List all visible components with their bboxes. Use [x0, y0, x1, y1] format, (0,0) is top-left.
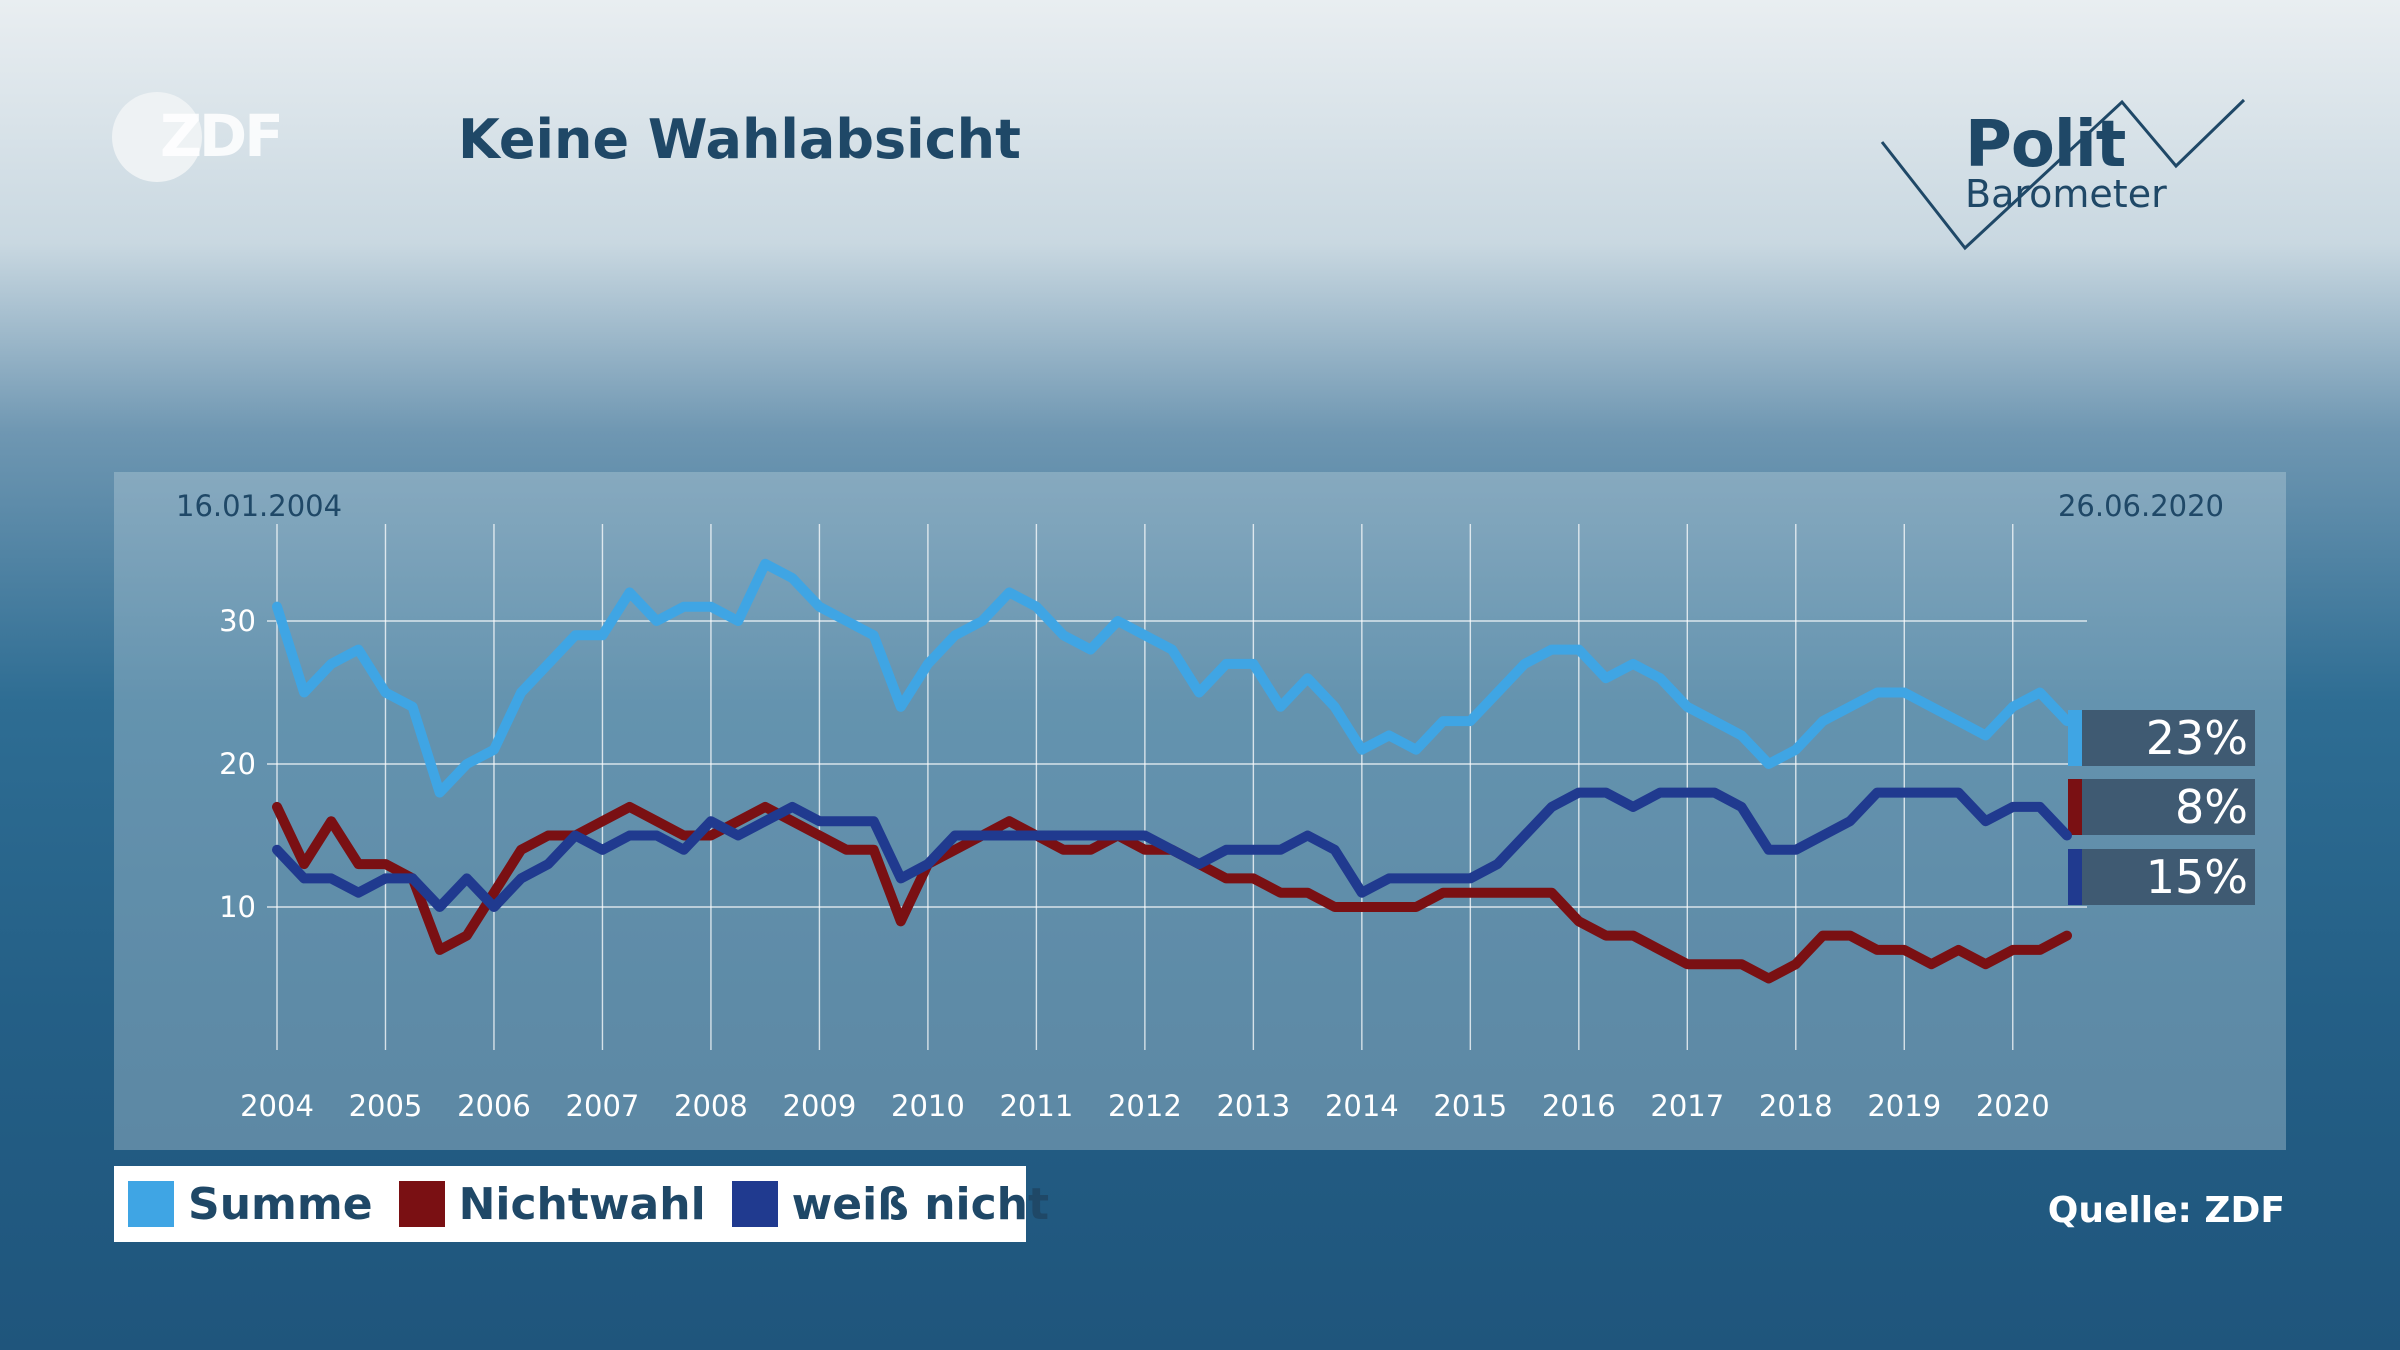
- end-label-marker: [2068, 779, 2082, 835]
- end-label-text: 23%: [2146, 711, 2248, 765]
- y-tick-label: 20: [219, 747, 256, 781]
- x-tick-label: 2016: [1542, 1089, 1616, 1123]
- x-tick-label: 2020: [1976, 1089, 2050, 1123]
- politbarometer-barometer-text: Barometer: [1965, 172, 2167, 216]
- end-label-box: [2082, 710, 2255, 766]
- start-date-label: 16.01.2004: [176, 489, 342, 523]
- end-value-label-weiss-nicht: 15%: [2068, 849, 2255, 905]
- legend-item-summe: Summe: [128, 1179, 373, 1230]
- line-chart: 2004 2005 2006 2007 2008 2009 2010 2011 2012 2013…: [176, 489, 2255, 1123]
- end-label-text: 15%: [2146, 850, 2248, 904]
- x-tick-label: 2009: [783, 1089, 857, 1123]
- politbarometer-zigzag-icon: [1880, 98, 2246, 251]
- x-tick-label: 2008: [674, 1089, 748, 1123]
- legend-label-nichtwahl: Nichtwahl: [458, 1178, 706, 1230]
- end-label-marker: [2068, 710, 2082, 766]
- x-tick-label: 2019: [1867, 1089, 1941, 1123]
- end-value-label-summe: 23%: [2068, 710, 2255, 766]
- chart-panel: 2004 2005 2006 2007 2008 2009 2010 2011 2012 2013…: [114, 472, 2286, 1150]
- zdf-logo: ZDF: [112, 88, 352, 184]
- x-tick-label: 2005: [349, 1089, 423, 1123]
- end-label-marker: [2068, 849, 2082, 905]
- legend-item-nichtwahl: Nichtwahl: [398, 1178, 706, 1230]
- legend-label-weiss-nicht: weiß nicht: [791, 1178, 1050, 1230]
- x-tick-label: 2010: [891, 1089, 965, 1123]
- legend-swatch-nichtwahl: [398, 1181, 445, 1227]
- x-tick-label: 2011: [999, 1089, 1073, 1123]
- legend-swatch-summe: [128, 1181, 174, 1227]
- x-tick-label: 2013: [1216, 1089, 1290, 1123]
- legend-item-weiss-nicht: weiß nicht: [731, 1178, 1050, 1230]
- x-tick-label: 2007: [566, 1089, 640, 1123]
- legend: Summe Nichtwahl weiß nicht: [114, 1166, 1049, 1242]
- zdf-logo-text: ZDF: [160, 102, 284, 170]
- x-tick-label: 2018: [1759, 1089, 1833, 1123]
- end-value-label-nichtwahl: 8%: [2068, 779, 2255, 835]
- x-tick-label: 2015: [1433, 1089, 1507, 1123]
- legend-swatch-weiss-nicht: [731, 1181, 778, 1227]
- source-note: Quelle: ZDF: [2047, 1190, 2285, 1231]
- x-tick-label: 2006: [457, 1089, 531, 1123]
- end-label-box: [2082, 779, 2255, 835]
- y-tick-label: 10: [219, 890, 256, 924]
- grid-lines: [267, 524, 2087, 1050]
- y-tick-label: 30: [219, 604, 256, 638]
- x-tick-label: 2004: [240, 1089, 314, 1123]
- zdf-logo-disc: [112, 92, 202, 182]
- series-line-nichtwahl: [272, 801, 2072, 984]
- series-line-summe: [272, 558, 2072, 798]
- x-tick-label: 2012: [1108, 1089, 1182, 1123]
- politbarometer-polit-text: Polit: [1965, 108, 2126, 182]
- end-label-text: 8%: [2175, 780, 2248, 834]
- end-label-box: [2082, 849, 2255, 905]
- politbarometer-logo: Polit Barometer: [1870, 90, 2250, 260]
- legend-label-summe: Summe: [188, 1178, 373, 1230]
- series-line-weiss-nicht: [272, 787, 2072, 912]
- end-date-label: 26.06.2020: [2058, 489, 2224, 523]
- chart-title: Keine Wahlabsicht: [458, 108, 1021, 171]
- x-tick-label: 2014: [1325, 1089, 1399, 1123]
- x-tick-label: 2017: [1650, 1089, 1724, 1123]
